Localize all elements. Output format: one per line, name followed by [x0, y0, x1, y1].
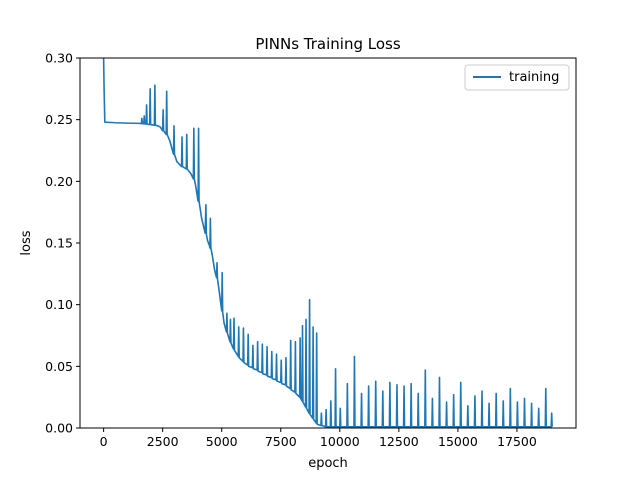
series-line-training — [102, 58, 553, 428]
y-tick-label: 0.20 — [45, 174, 73, 189]
x-tick-label: 12500 — [379, 434, 419, 449]
plot-frame — [79, 57, 577, 429]
chart-title: PINNs Training Loss — [255, 35, 401, 53]
x-axis-label: epoch — [308, 456, 348, 471]
x-axis-ticks: 0 2500 5000 7500 10000 12500 15000 17500 — [100, 428, 537, 449]
legend: training — [464, 64, 570, 91]
x-tick-label: 17500 — [497, 434, 537, 449]
y-tick-label: 0.10 — [45, 297, 73, 312]
x-tick-label: 10000 — [320, 434, 360, 449]
x-tick-label: 5000 — [206, 434, 238, 449]
y-tick-label: 0.30 — [45, 51, 73, 66]
y-tick-label: 0.25 — [45, 112, 73, 127]
x-tick-label: 2500 — [147, 434, 179, 449]
series-layer — [102, 58, 553, 428]
y-axis-ticks: 0.00 0.05 0.10 0.15 0.20 0.25 0.30 — [45, 51, 80, 436]
x-tick-label: 15000 — [438, 434, 478, 449]
y-axis-label: loss — [19, 230, 34, 255]
y-tick-label: 0.00 — [45, 421, 73, 436]
x-tick-label: 7500 — [265, 434, 297, 449]
legend-label-training: training — [509, 70, 559, 85]
x-tick-label: 0 — [100, 434, 108, 449]
y-tick-label: 0.15 — [45, 236, 73, 251]
legend-box — [464, 64, 570, 91]
y-tick-label: 0.05 — [45, 359, 73, 374]
